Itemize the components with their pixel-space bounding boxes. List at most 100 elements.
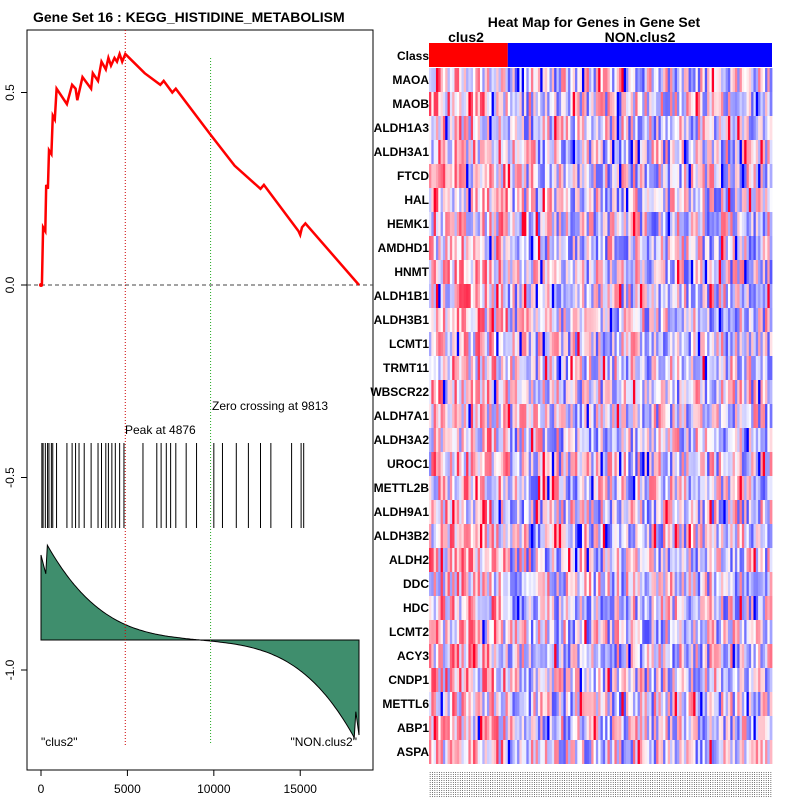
heatmap-cell <box>431 644 435 668</box>
heatmap-cell <box>510 188 513 212</box>
heatmap-cell <box>505 308 509 332</box>
heatmap-cell <box>551 380 555 404</box>
heatmap-cell <box>463 548 467 572</box>
heatmap-cell <box>681 668 685 692</box>
heatmap-cell <box>663 332 666 356</box>
heatmap-cell <box>616 620 620 644</box>
heatmap-cell <box>544 212 548 236</box>
heatmap-cell <box>556 92 560 116</box>
heatmap-cell <box>507 644 511 668</box>
heatmap-cell <box>672 140 676 164</box>
heatmap-cell <box>748 452 752 476</box>
heatmap-cell <box>549 236 553 260</box>
heatmap-cell <box>440 380 444 404</box>
heatmap-row-label: ALDH3B1 <box>374 313 430 327</box>
heatmap-cell <box>491 332 495 356</box>
heatmap-cell <box>679 596 683 620</box>
heatmap-row-label: ALDH1A3 <box>374 121 430 135</box>
heatmap-cell <box>570 140 574 164</box>
heatmap-cell <box>493 164 497 188</box>
heatmap-cell <box>540 476 543 500</box>
heatmap-cell <box>595 524 599 548</box>
heatmap-cell <box>468 212 472 236</box>
heatmap-cell <box>593 572 597 596</box>
heatmap-row-label: METTL2B <box>374 481 430 495</box>
heatmap-cell <box>449 476 453 500</box>
heatmap-cell <box>517 596 520 620</box>
heatmap-cell <box>607 452 611 476</box>
heatmap-cell <box>449 356 453 380</box>
heatmap-cell <box>579 68 583 92</box>
heatmap-cell <box>442 596 446 620</box>
heatmap-cell <box>459 740 462 764</box>
heatmap-cell <box>605 356 608 380</box>
heatmap-cell <box>660 404 664 428</box>
heatmap-cell <box>540 188 543 212</box>
heatmap-cell <box>739 740 743 764</box>
heatmap-cell <box>672 620 676 644</box>
heatmap-cell <box>630 260 634 284</box>
heatmap-cell <box>697 500 701 524</box>
heatmap-cell <box>454 188 458 212</box>
heatmap-cell <box>556 260 560 284</box>
heatmap-cell <box>704 260 708 284</box>
heatmap-cell <box>507 572 511 596</box>
heatmap-cell <box>496 212 499 236</box>
heatmap-cell <box>544 116 548 140</box>
heatmap-cell <box>760 140 764 164</box>
heatmap-cell <box>767 596 771 620</box>
heatmap-cell <box>632 452 636 476</box>
heatmap-cell <box>528 188 532 212</box>
heatmap-cell <box>658 620 662 644</box>
heatmap-cell <box>707 380 710 404</box>
heatmap-cell <box>718 524 722 548</box>
heatmap-cell <box>540 356 543 380</box>
heatmap-cell <box>570 452 574 476</box>
heatmap-cell <box>447 380 451 404</box>
heatmap-cell <box>746 524 750 548</box>
heatmap-cell <box>544 164 548 188</box>
heatmap-cell <box>514 428 518 452</box>
heatmap-cell <box>730 572 733 596</box>
heatmap-cell <box>551 164 555 188</box>
heatmap-cells <box>429 68 773 764</box>
heatmap-cell <box>556 620 560 644</box>
heatmap-cell <box>751 716 754 740</box>
heatmap-cell <box>758 308 761 332</box>
heatmap-cell <box>762 212 766 236</box>
heatmap-cell <box>503 476 506 500</box>
heatmap-cell <box>577 740 581 764</box>
heatmap-cell <box>482 236 486 260</box>
heatmap-cell <box>563 500 567 524</box>
heatmap-cell <box>769 524 773 548</box>
heatmap-cell <box>639 164 643 188</box>
heatmap-cell <box>625 596 629 620</box>
heatmap-cell <box>514 740 518 764</box>
heatmap-cell <box>667 740 671 764</box>
heatmap-cell <box>681 476 685 500</box>
heatmap-cell <box>644 140 648 164</box>
heatmap-cell <box>496 68 499 92</box>
heatmap-cell <box>463 452 467 476</box>
heatmap-cell <box>429 620 432 644</box>
heatmap-cell <box>479 68 483 92</box>
heatmap-cell <box>667 260 671 284</box>
heatmap-cell <box>753 740 757 764</box>
heatmap-cell <box>607 620 611 644</box>
heatmap-cell <box>586 716 590 740</box>
heatmap-cell <box>558 740 562 764</box>
heatmap-cell <box>588 572 592 596</box>
heatmap-cell <box>616 140 620 164</box>
heatmap-cell <box>697 404 701 428</box>
heatmap-cell <box>542 668 546 692</box>
heatmap-cell <box>575 620 578 644</box>
heatmap-cell <box>524 452 527 476</box>
heatmap-cell <box>535 596 539 620</box>
heatmap-cell <box>477 188 481 212</box>
heatmap-cell <box>730 260 733 284</box>
heatmap-cell <box>672 380 676 404</box>
heatmap-cell <box>452 620 455 644</box>
heatmap-row-label: ALDH3B2 <box>374 529 430 543</box>
heatmap-cell <box>514 68 518 92</box>
heatmap-cell <box>711 260 715 284</box>
